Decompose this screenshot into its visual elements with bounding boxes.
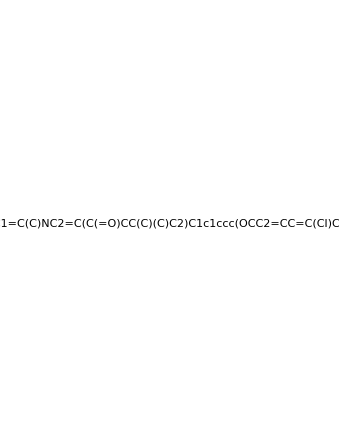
Text: CCOC(=O)C1=C(C)NC2=C(C(=O)CC(C)(C)C2)C1c1ccc(OCC2=CC=C(Cl)C=C2)c(OC)c1: CCOC(=O)C1=C(C)NC2=C(C(=O)CC(C)(C)C2)C1c…: [0, 219, 339, 229]
